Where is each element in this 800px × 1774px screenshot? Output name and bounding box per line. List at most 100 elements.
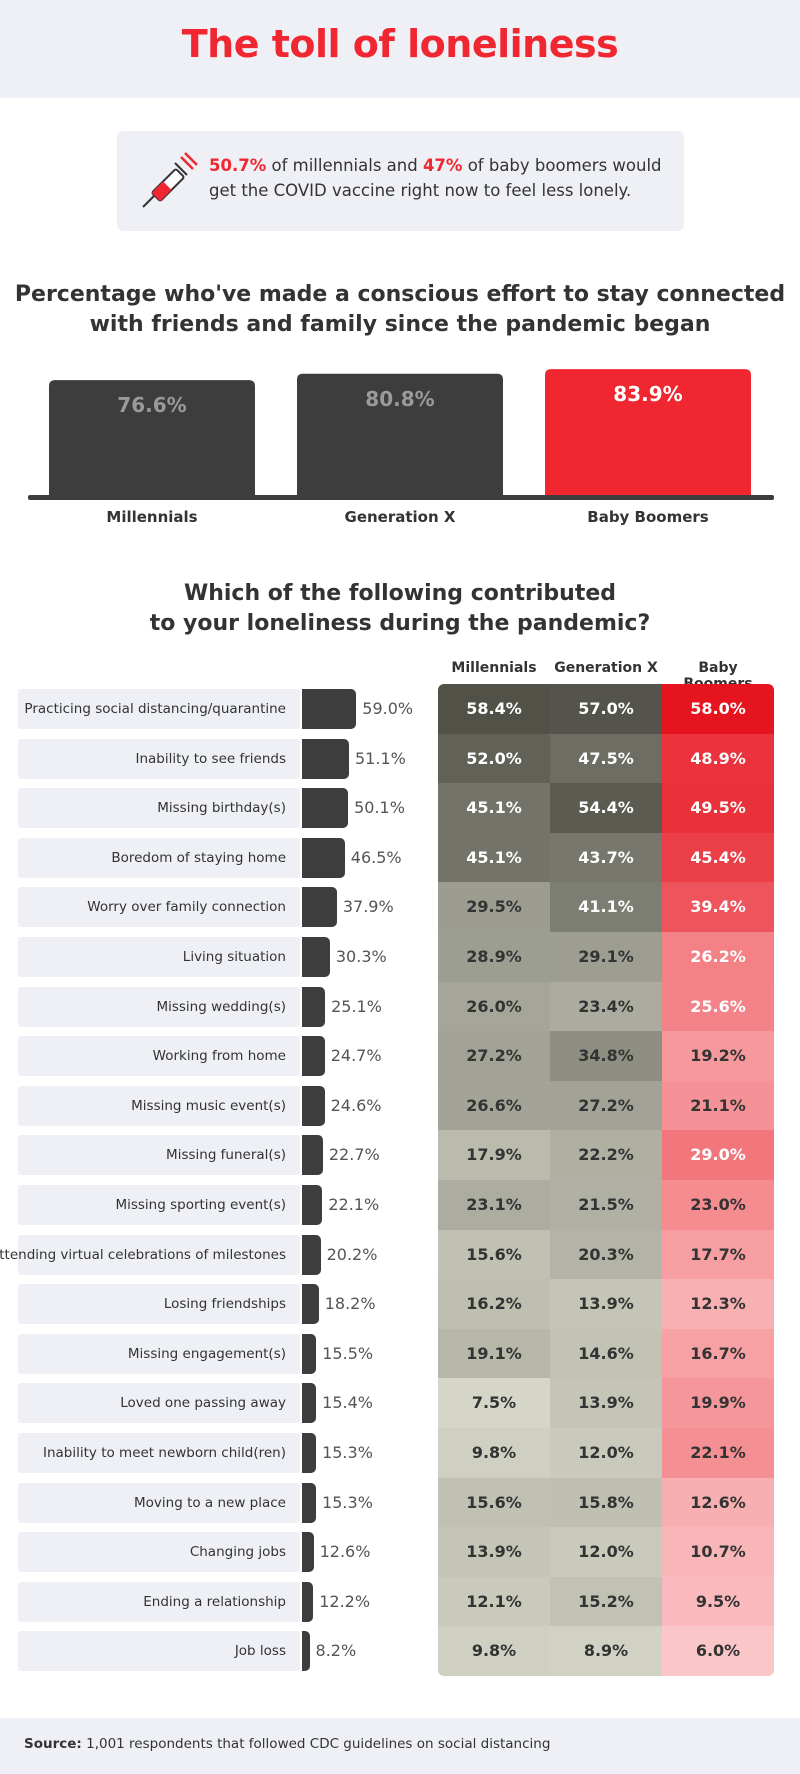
- hbar-missing-music-event-s: [302, 1085, 325, 1126]
- row-label-box: Ending a relationship: [18, 1581, 300, 1622]
- hbar-moving-to-a-new-place: [302, 1482, 317, 1523]
- bar-value-millennials: 76.6%: [117, 393, 186, 417]
- heat-cell-millennials-missing-birthday-s: 45.1%: [438, 783, 550, 833]
- row-label-box: Missing sporting event(s): [18, 1185, 300, 1225]
- heat-cell-millennials-inability-to-meet-newborn-child-ren: 9.8%: [438, 1428, 550, 1478]
- row-label-job-loss: Job loss: [234, 1643, 286, 1660]
- heat-cell-millennials-loved-one-passing-away: 7.5%: [438, 1378, 550, 1428]
- row-label-missing-birthday-s: Missing birthday(s): [157, 800, 286, 817]
- callout-text-part1: of millennials and: [266, 156, 423, 175]
- row-label-missing-funeral-s: Missing funeral(s): [166, 1147, 286, 1164]
- heat-cell-baby-boomers-boredom-of-staying-home: 45.4%: [662, 832, 774, 883]
- heat-cell-baby-boomers-inability-to-see-friends: 48.9%: [662, 733, 774, 784]
- heat-cell-generation-x-missing-wedding-s: 23.4%: [550, 981, 662, 1032]
- source-text: 1,001 respondents that followed CDC guid…: [81, 1736, 551, 1752]
- row-label-missing-sporting-event-s: Missing sporting event(s): [115, 1197, 286, 1213]
- heat-cell-generation-x-loved-one-passing-away: 13.9%: [550, 1378, 662, 1428]
- row-label-box: Inability to meet newborn child(ren): [18, 1433, 300, 1473]
- hbar-ending-a-relationship: [302, 1581, 314, 1622]
- row-label-box: Missing funeral(s): [18, 1135, 300, 1176]
- bar-generation-x: [297, 373, 503, 495]
- source-label: Source:: [24, 1736, 82, 1752]
- heat-cell-baby-boomers-changing-jobs: 10.7%: [662, 1527, 774, 1577]
- heat-cell-generation-x-worry-over-family-connection: 41.1%: [550, 882, 662, 932]
- heat-cell-millennials-job-loss: 9.8%: [438, 1626, 550, 1676]
- heat-cell-millennials-ending-a-relationship: 12.1%: [438, 1576, 550, 1627]
- row-label-box: Moving to a new place: [18, 1482, 300, 1523]
- hbar-loved-one-passing-away: [302, 1383, 317, 1424]
- heat-cell-millennials-missing-music-event-s: 26.6%: [438, 1080, 550, 1131]
- hbar-inability-to-meet-newborn-child-ren: [302, 1433, 317, 1473]
- section-title-loneliness-line1: Which of the following contributed: [183, 581, 617, 606]
- heat-cell-baby-boomers-practicing-social-distancing-quarantine: 58.0%: [662, 684, 774, 734]
- row-label-attending-virtual-celebrations-of-milestones: Attending virtual celebrations of milest…: [0, 1246, 286, 1263]
- heat-cell-millennials-changing-jobs: 13.9%: [438, 1527, 550, 1577]
- row-label-living-situation: Living situation: [182, 949, 286, 965]
- bar-label-millennials: Millennials: [106, 508, 197, 526]
- header-band: The toll of loneliness: [0, 0, 800, 98]
- heat-cell-generation-x-losing-friendships: 13.9%: [550, 1279, 662, 1329]
- row-label-loved-one-passing-away: Loved one passing away: [120, 1395, 286, 1412]
- heat-cell-millennials-missing-sporting-event-s: 23.1%: [438, 1180, 550, 1230]
- hbar-value-missing-wedding-s: 25.1%: [331, 996, 382, 1016]
- hbar-working-from-home: [302, 1036, 325, 1077]
- row-label-changing-jobs: Changing jobs: [189, 1544, 286, 1561]
- row-label-box: Practicing social distancing/quarantine: [18, 689, 300, 729]
- row-label-missing-engagement-s: Missing engagement(s): [127, 1345, 286, 1362]
- footer: Source: 1,001 respondents that followed …: [0, 1718, 800, 1774]
- row-label-box: Living situation: [18, 937, 300, 977]
- heat-cell-baby-boomers-attending-virtual-celebrations-of-milestones: 17.7%: [662, 1229, 774, 1280]
- heat-cell-millennials-practicing-social-distancing-quarantine: 58.4%: [438, 684, 550, 734]
- bar-baby-boomers: [545, 369, 751, 495]
- hbar-value-moving-to-a-new-place: 15.3%: [322, 1492, 373, 1512]
- bar-label-baby-boomers: Baby Boomers: [587, 508, 709, 526]
- hbar-inability-to-see-friends: [302, 738, 349, 779]
- hbar-changing-jobs: [302, 1532, 314, 1573]
- heat-cell-baby-boomers-missing-engagement-s: 16.7%: [662, 1328, 774, 1379]
- hbar-value-living-situation: 30.3%: [335, 947, 387, 966]
- section-title-connected-line1: Percentage who've made a conscious effor…: [14, 282, 786, 307]
- heat-cell-generation-x-changing-jobs: 12.0%: [550, 1527, 662, 1577]
- heat-cell-millennials-moving-to-a-new-place: 15.6%: [438, 1477, 550, 1528]
- hbar-value-missing-sporting-event-s: 22.1%: [328, 1195, 380, 1214]
- heat-cell-millennials-losing-friendships: 16.2%: [438, 1279, 550, 1329]
- hbar-boredom-of-staying-home: [302, 837, 345, 878]
- vaccine-callout: 50.7% of millennials and 47% of baby boo…: [117, 131, 684, 231]
- heat-cell-generation-x-practicing-social-distancing-quarantine: 57.0%: [550, 684, 662, 734]
- row-label-box: Working from home: [18, 1036, 300, 1077]
- row-label-box: Attending virtual celebrations of milest…: [0, 1234, 300, 1275]
- hbar-value-missing-funeral-s: 22.7%: [328, 1145, 380, 1165]
- row-label-inability-to-meet-newborn-child-ren: Inability to meet newborn child(ren): [43, 1445, 286, 1461]
- row-label-ending-a-relationship: Ending a relationship: [143, 1593, 286, 1610]
- heat-cell-baby-boomers-missing-wedding-s: 25.6%: [662, 981, 774, 1032]
- heat-cell-generation-x-boredom-of-staying-home: 43.7%: [550, 832, 662, 883]
- heatmap-header-generation-x: Generation X: [554, 660, 658, 676]
- hbar-value-boredom-of-staying-home: 46.5%: [350, 847, 402, 867]
- heat-cell-generation-x-missing-sporting-event-s: 21.5%: [550, 1180, 662, 1230]
- heat-cell-baby-boomers-living-situation: 26.2%: [662, 932, 774, 982]
- hbar-attending-virtual-celebrations-of-milestones: [302, 1234, 321, 1275]
- heat-cell-millennials-worry-over-family-connection: 29.5%: [438, 882, 550, 932]
- hbar-value-working-from-home: 24.7%: [330, 1046, 382, 1066]
- heat-cell-baby-boomers-working-from-home: 19.2%: [662, 1031, 774, 1081]
- hbar-missing-sporting-event-s: [302, 1185, 323, 1225]
- connected-bar-chart: 76.6% Millennials 80.8% Generation X 83.9% Ba…: [28, 369, 774, 526]
- row-label-missing-wedding-s: Missing wedding(s): [156, 998, 286, 1015]
- bar-value-generation-x: 80.8%: [365, 387, 434, 411]
- heat-cell-generation-x-missing-engagement-s: 14.6%: [550, 1328, 662, 1379]
- hbar-living-situation: [302, 937, 330, 977]
- hbar-value-worry-over-family-connection: 37.9%: [342, 897, 394, 917]
- section-title-connected: Percentage who've made a conscious effor…: [0, 280, 800, 340]
- row-label-boredom-of-staying-home: Boredom of staying home: [111, 849, 286, 866]
- heat-cell-baby-boomers-losing-friendships: 12.3%: [662, 1279, 774, 1329]
- heat-cell-baby-boomers-loved-one-passing-away: 19.9%: [662, 1378, 774, 1428]
- hbar-value-inability-to-meet-newborn-child-ren: 15.3%: [322, 1443, 373, 1462]
- baseline: [28, 495, 774, 500]
- heat-cell-baby-boomers-missing-music-event-s: 21.1%: [662, 1080, 774, 1131]
- section-title-loneliness-line2: to your loneliness during the pandemic?: [149, 611, 651, 636]
- source-note: Source: 1,001 respondents that followed …: [24, 1736, 550, 1752]
- heat-cell-millennials-missing-wedding-s: 26.0%: [438, 981, 550, 1032]
- hbar-missing-wedding-s: [302, 986, 326, 1027]
- heat-cell-millennials-boredom-of-staying-home: 45.1%: [438, 832, 550, 883]
- row-label-losing-friendships: Losing friendships: [163, 1296, 286, 1313]
